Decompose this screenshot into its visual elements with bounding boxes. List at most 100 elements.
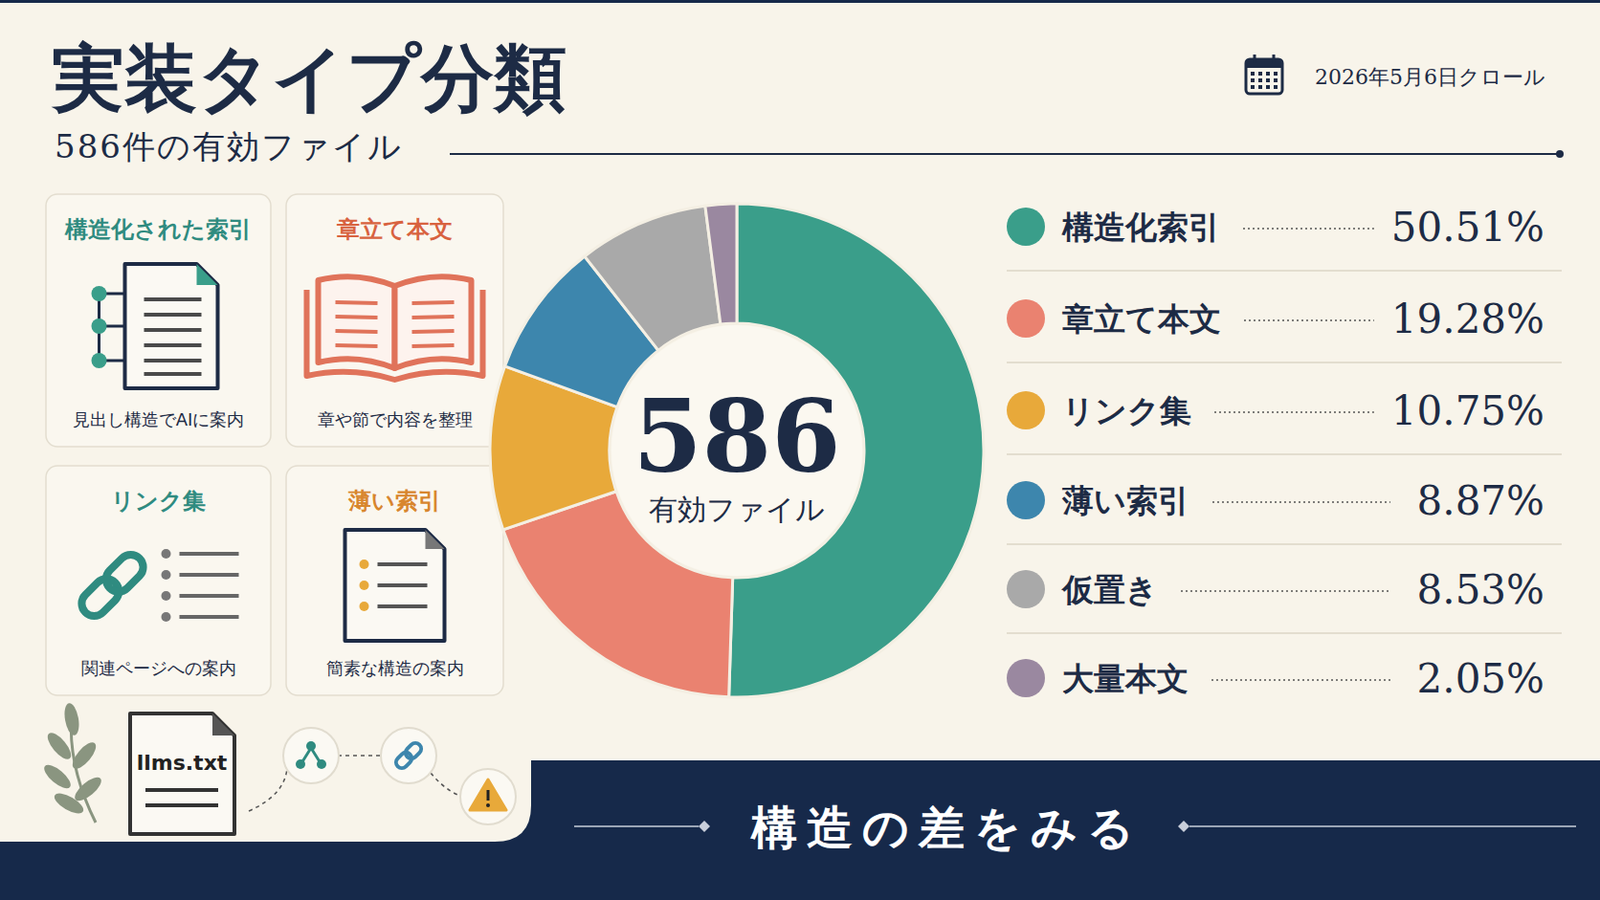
doc-line [145,788,219,793]
footer-text: 構造の差をみる [749,800,1144,855]
calendar-icon [1245,54,1283,94]
doc-line [144,358,202,363]
leader [1244,319,1375,322]
legend-row: リンク集10.75% [1006,387,1562,455]
card-box [45,194,271,447]
legend-label: 大量本文 [1062,660,1189,698]
row-separator [1006,453,1562,456]
legend-label: 構造化索引 [1061,208,1221,246]
tree-node [91,286,108,302]
row-separator [1006,632,1562,635]
leader [1212,501,1391,504]
doc-line [144,297,202,302]
leaf [70,774,105,806]
legend-row: 仮置き8.53% [1006,566,1562,634]
list-line [377,562,428,567]
list-dot [161,591,172,601]
center-label: 有効ファイル [648,492,825,527]
book-right [395,276,472,369]
connector [248,765,288,812]
card-caption: 簡素な構造の案内 [326,658,465,679]
card-icon [76,549,239,623]
list-dot [161,612,172,623]
llms-label: llms.txt [136,751,228,776]
list-dot [161,549,172,559]
doc-line [145,803,219,808]
book-line [412,302,455,304]
leader [1214,411,1375,414]
calendar-ring [1253,54,1257,64]
list-line [377,583,428,588]
leaf [51,789,87,818]
badge [460,769,516,825]
doc [130,713,235,835]
doc-line [144,343,202,348]
doc [125,264,219,389]
calendar-cell [1250,78,1255,83]
calendar-cell [1273,71,1278,76]
tree-node [295,759,306,770]
calendar-ring [1272,54,1276,64]
tree-node [316,759,327,770]
book-line [335,302,378,304]
data-label: 50.51% [1391,203,1545,251]
date: 2026年5月6日クロール [1314,65,1546,89]
book-line [412,345,455,347]
list-line [179,594,240,599]
book-line [335,331,378,333]
warning-triangle [469,779,507,811]
legend-row: 構造化索引 50.51% [1006,203,1562,271]
warning-dot [486,803,490,808]
footer-diamond [1177,821,1190,833]
doc-fold [425,530,445,550]
list-dot [359,601,370,612]
leaf [40,761,74,794]
legend-swatch [1006,391,1045,430]
calendar-cell [1258,71,1263,76]
leader [1211,679,1391,682]
leader [1243,227,1375,230]
slice [584,205,721,351]
book-line [412,316,455,318]
calendar-cell [1250,71,1255,76]
background [0,0,1600,900]
legend-swatch [1006,299,1045,338]
center-value: 586 [632,377,841,496]
data-label: 19.28% [1391,295,1545,343]
legend: 構造化索引 50.51% 章立て本文19.28% リンク集10.75% 薄い索引8.87… [1006,203,1562,703]
legend-row: 大量本文2.05% [1006,655,1545,703]
subtitle-rule [449,153,1559,156]
card-title: リンク集 [111,488,206,515]
legend-swatch [1006,207,1045,246]
card-icon [91,264,219,389]
card: 薄い索引簡素な構造の案内 [286,466,504,696]
book-line [335,345,378,347]
doc-line [144,312,202,317]
card: リンク集関連ページへの案内 [45,466,271,696]
leaves [40,702,105,823]
llms-doc: llms.txt [130,713,235,835]
card-title: 構造化された索引 [64,216,252,244]
doc-line [144,328,202,333]
row-separator [1006,543,1562,546]
list-line [179,573,240,578]
slice [705,203,737,325]
calendar-top [1245,59,1283,68]
calendar-cell [1266,71,1270,76]
doc [345,530,445,642]
list-line [377,604,428,609]
calendar-cell [1266,78,1270,83]
footer-rule [574,825,699,828]
donut: 586有効ファイル [489,203,984,698]
list-dot [161,570,172,580]
data-label: 8.53% [1417,566,1545,614]
footer-panel [0,760,532,843]
legend-row: 薄い索引8.87% [1006,477,1562,545]
legend-label: 薄い索引 [1061,482,1190,520]
row-separator [1006,361,1562,364]
badge [380,728,437,784]
calendar-cell [1273,85,1278,89]
canvas: 実装タイプ分類586件の有効ファイル2026年5月6日クロール構造化された索引見… [0,0,1600,900]
leaf [62,702,82,737]
legend-row: 章立て本文19.28% [1006,295,1562,363]
